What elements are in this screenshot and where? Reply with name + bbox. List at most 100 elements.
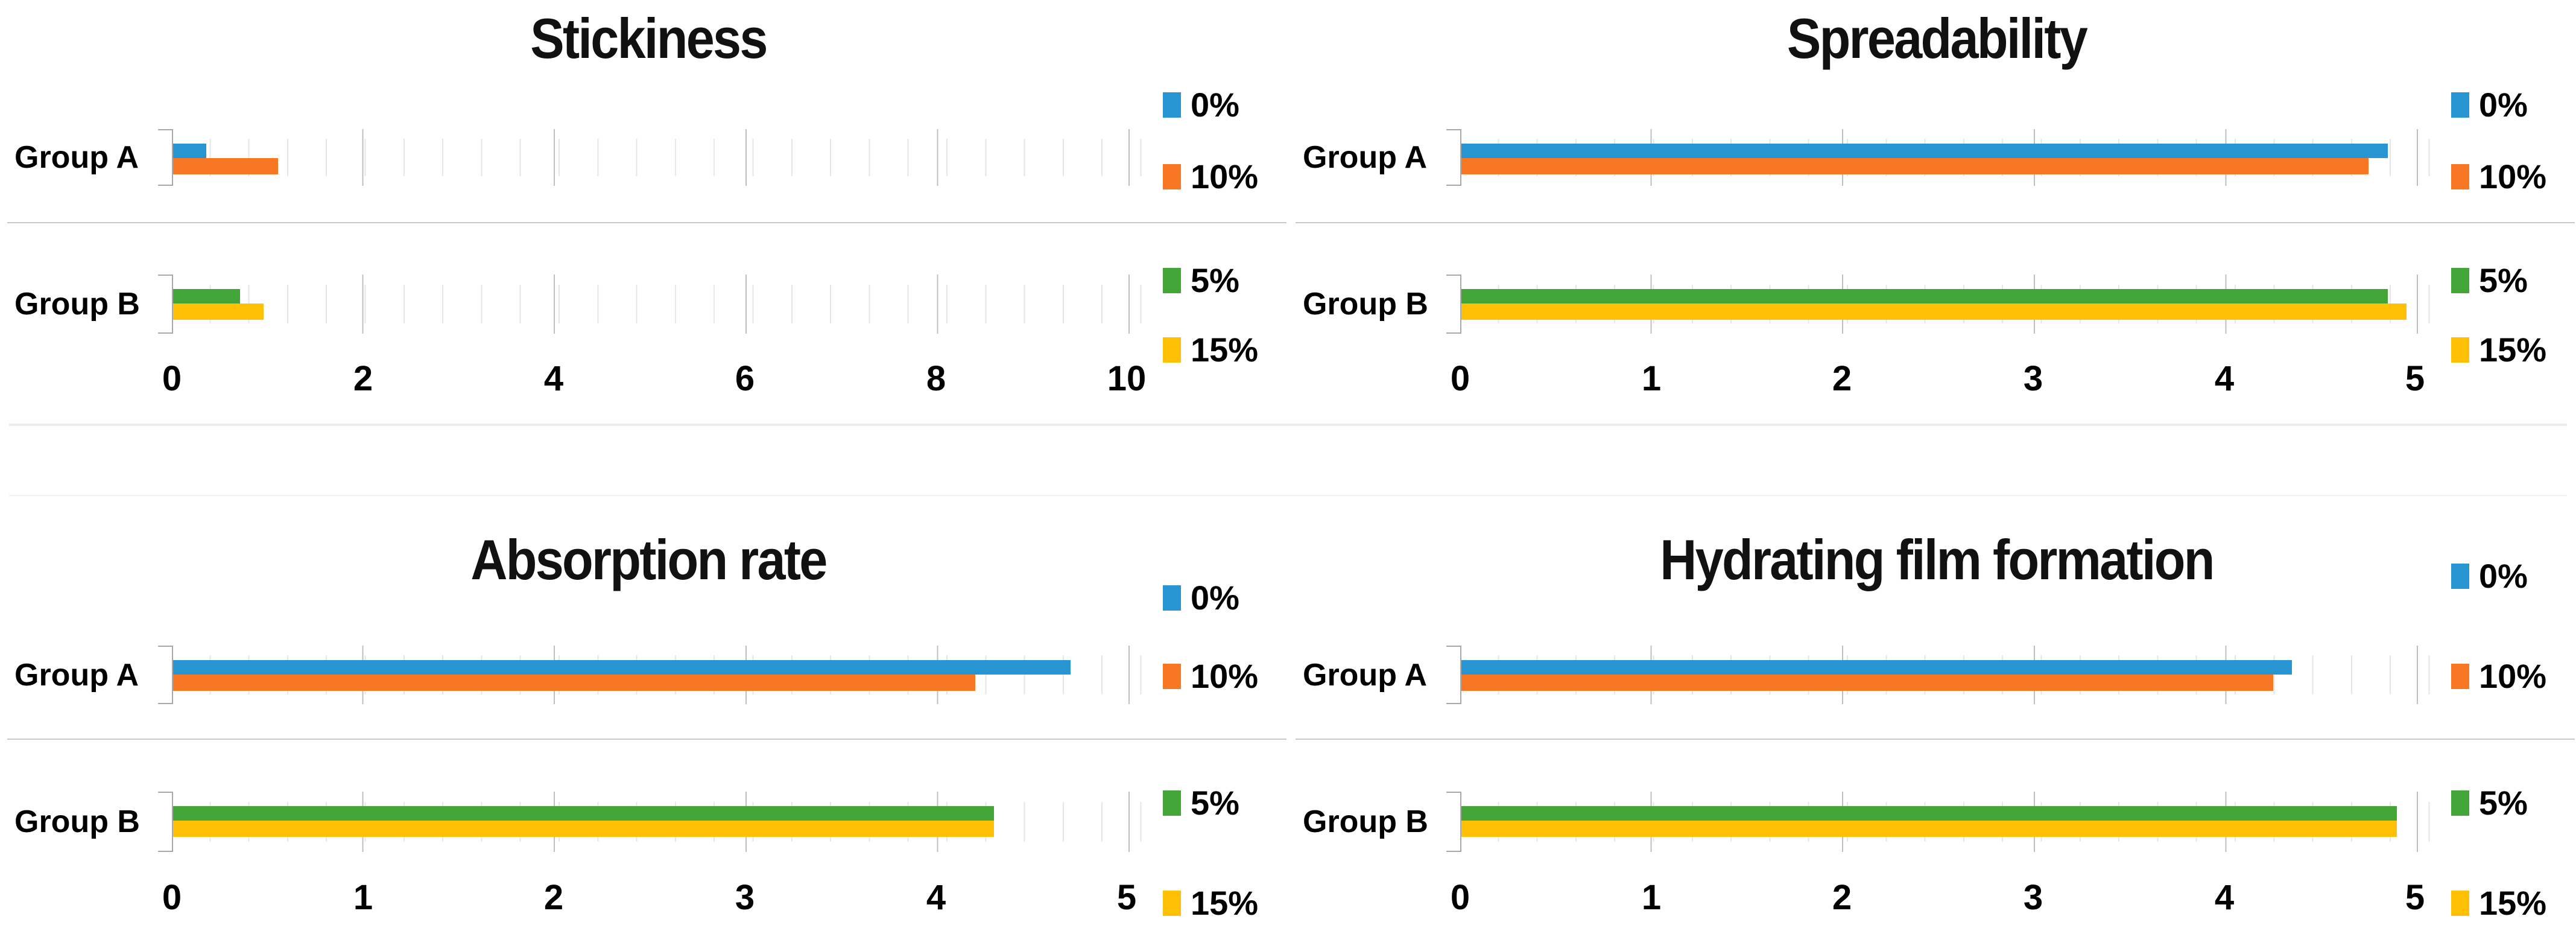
bar-group-b-15pct — [173, 821, 995, 837]
legend-item-0pct: 0% — [2451, 556, 2528, 596]
bar-group — [1461, 129, 2576, 200]
group-a-plot-band — [1288, 129, 2576, 186]
minor-gridlines — [172, 284, 1173, 324]
x-tick-label: 0 — [1450, 359, 1470, 398]
legend-item-0pct: 0% — [1163, 85, 1239, 124]
row-separator-line — [9, 424, 2567, 426]
row-separator-line — [9, 495, 2567, 496]
legend-item-15pct: 15% — [1163, 883, 1258, 923]
legend-item-15pct: 15% — [2451, 883, 2546, 923]
category-axis-bracket — [1446, 646, 1461, 704]
chart-title: Spreadability — [1786, 7, 2088, 70]
x-tick-label: 2 — [1832, 359, 1852, 398]
bar-group-a-10pct — [173, 158, 279, 174]
bar-group — [173, 646, 1288, 719]
legend-swatch-0pct — [2451, 563, 2469, 589]
category-label-group-a: Group A — [1303, 140, 1428, 175]
legend-label: 10% — [1191, 157, 1259, 195]
legend-item-15pct: 15% — [2451, 330, 2546, 369]
bar-group-b-15pct — [1461, 303, 2407, 320]
group-b-plot-band — [0, 792, 1288, 852]
bar-group-a-10pct — [173, 675, 975, 691]
bar-group-a-0pct — [173, 144, 207, 158]
bar-group-a-0pct — [1461, 144, 2388, 158]
chart-absorption-rate: Absorption rate 0% 10% 5% 15% Gro — [0, 466, 1288, 931]
bar-group-a-10pct — [1461, 675, 2273, 691]
group-b-plot-band — [1288, 275, 2576, 334]
category-axis-bracket — [1446, 792, 1461, 852]
legend-label: 0% — [2479, 86, 2528, 124]
x-tick-label: 5 — [1116, 878, 1137, 917]
group-a-plot-band — [0, 129, 1288, 186]
category-axis-bracket — [158, 792, 173, 852]
legend-label: 5% — [2479, 261, 2528, 299]
legend-label: 5% — [1191, 784, 1239, 822]
x-tick-label: 4 — [2214, 878, 2235, 917]
group-b-plot-band — [0, 275, 1288, 334]
category-label-group-a: Group A — [14, 657, 139, 693]
category-axis-bracket — [1446, 275, 1461, 334]
legend-label: 0% — [2479, 557, 2528, 595]
legend-item-10pct: 10% — [1163, 157, 1258, 196]
chart-title: Hydrating film formation — [1660, 528, 2215, 591]
x-tick-label: 2 — [543, 878, 564, 917]
minor-gridlines — [172, 138, 1173, 176]
bar-group-a-0pct — [173, 660, 1071, 675]
category-label-group-b: Group B — [1303, 804, 1428, 839]
x-tick-label: 0 — [162, 878, 182, 917]
legend-swatch-0pct — [1163, 585, 1181, 611]
category-axis-bracket — [158, 275, 173, 334]
category-label-group-b: Group B — [14, 804, 140, 839]
legend-swatch-15pct — [1163, 337, 1181, 363]
legend-label: 15% — [1191, 884, 1259, 922]
x-tick-label: 1 — [1641, 359, 1662, 398]
group-a-plot-band — [0, 646, 1288, 704]
legend-item-5pct: 5% — [1163, 261, 1239, 300]
bar-group-a-0pct — [1461, 660, 2293, 675]
x-tick-label: 8 — [926, 359, 946, 398]
x-tick-label: 3 — [2023, 359, 2043, 398]
x-tick-label: 1 — [1641, 878, 1662, 917]
legend-label: 0% — [1191, 86, 1239, 124]
group-a-plot-band — [1288, 646, 2576, 704]
group-divider-line — [1296, 222, 2575, 223]
x-tick-label: 2 — [353, 359, 373, 398]
legend-item-0pct: 0% — [2451, 85, 2528, 124]
category-axis-bracket — [1446, 129, 1461, 186]
x-tick-label: 4 — [2214, 359, 2235, 398]
legend-label: 5% — [1191, 261, 1239, 299]
bar-group — [173, 129, 1288, 200]
x-tick-label: 4 — [926, 878, 946, 917]
bar-group-b-15pct — [173, 303, 264, 320]
x-tick-label: 5 — [2405, 359, 2425, 398]
group-divider-line — [1296, 739, 2575, 740]
legend-swatch-0pct — [1163, 92, 1181, 118]
group-divider-line — [7, 739, 1286, 740]
legend-label: 15% — [2479, 884, 2547, 922]
bar-group — [1461, 275, 2576, 348]
x-tick-label: 2 — [1832, 878, 1852, 917]
x-tick-label: 3 — [2023, 878, 2043, 917]
chart-title: Absorption rate — [470, 528, 828, 591]
legend-swatch-0pct — [2451, 92, 2469, 118]
x-tick-label: 5 — [2405, 878, 2425, 917]
x-tick-label: 4 — [543, 359, 564, 398]
bar-group-b-15pct — [1461, 821, 2397, 837]
x-tick-label: 10 — [1107, 359, 1147, 398]
legend-swatch-15pct — [1163, 890, 1181, 916]
legend-label: 15% — [2479, 331, 2547, 369]
x-tick-label: 1 — [353, 878, 373, 917]
chart-title: Stickiness — [530, 7, 768, 70]
legend-swatch-15pct — [2451, 337, 2469, 363]
x-tick-label: 6 — [735, 359, 755, 398]
legend-label: 10% — [1191, 657, 1259, 695]
bar-group — [1461, 792, 2576, 866]
legend-label: 15% — [1191, 331, 1259, 369]
bar-group — [173, 275, 1288, 348]
legend-label: 0% — [1191, 579, 1239, 617]
group-b-plot-band — [1288, 792, 2576, 852]
bar-group-b-5pct — [173, 289, 240, 303]
legend-label: 10% — [2479, 657, 2547, 695]
bar-group-b-5pct — [1461, 289, 2388, 303]
bar-group-a-10pct — [1461, 158, 2369, 174]
